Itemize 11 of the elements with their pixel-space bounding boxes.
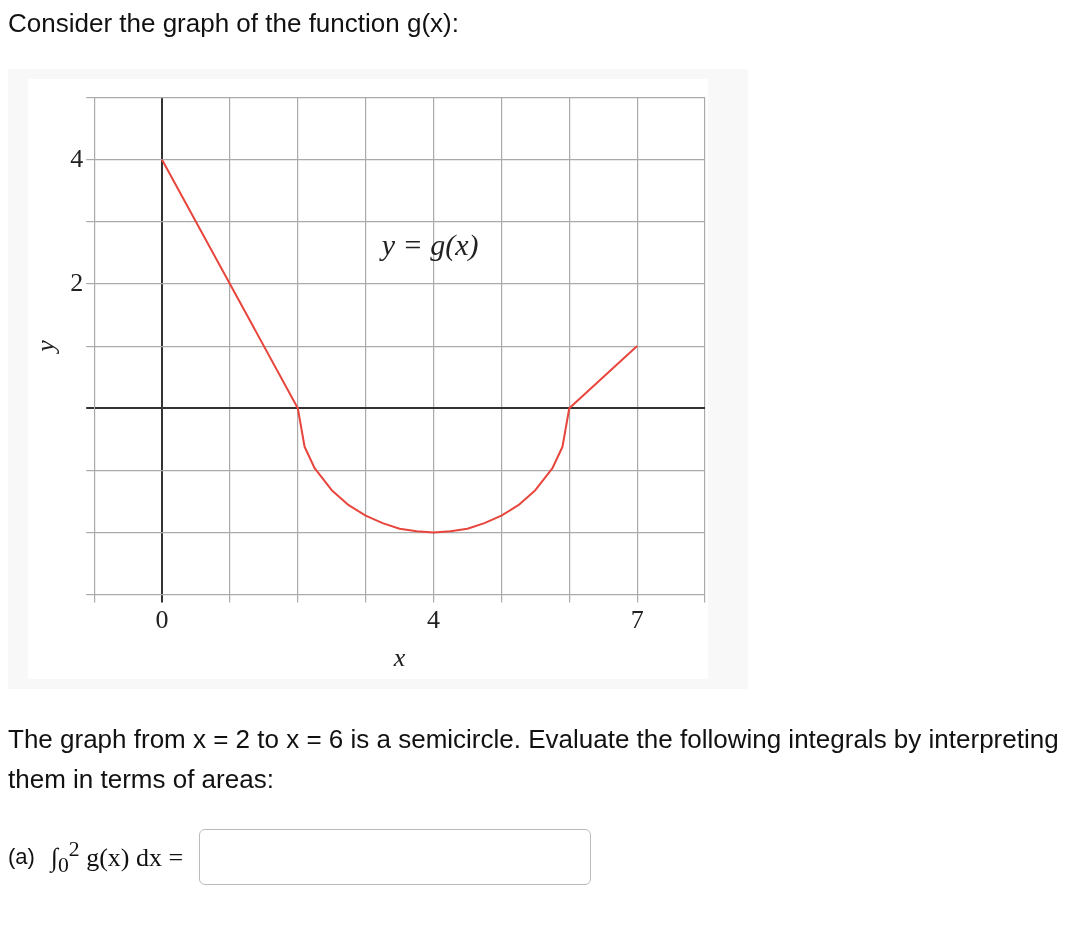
x-axis-title: x — [392, 643, 406, 673]
x-tick-label: 7 — [630, 605, 644, 635]
annotation: y = g(x) — [378, 227, 479, 262]
chart-title: Consider the graph of the function g(x): — [8, 8, 460, 39]
text: ∫$_{0}$$^{2}$ g(x) dx = — [50, 836, 184, 878]
x-tick-label: 0 — [155, 605, 169, 635]
text: The graph from x = 2 to x = 6 is a semicircle. Evaluate the following integrals by interpreting them in terms of areas: — [8, 723, 1060, 796]
x-tick-label: 4 — [427, 605, 441, 635]
text: (a) — [8, 844, 35, 870]
y-tick-label: 2 — [70, 267, 84, 297]
y-axis-title: y — [31, 339, 61, 355]
